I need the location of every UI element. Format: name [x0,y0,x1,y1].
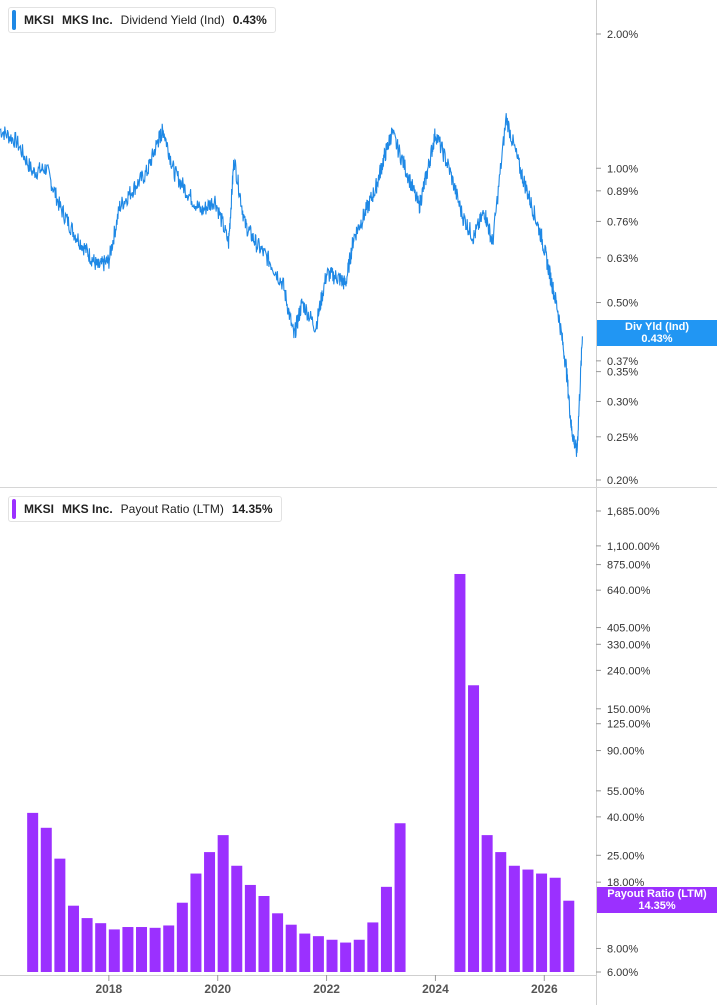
y-tick-label: 1,100.00% [607,541,660,553]
legend-company: MKS Inc. [62,502,113,516]
y-tick-label: 0.25% [607,432,638,444]
badge-label: Payout Ratio (LTM) [607,888,707,900]
payout-ratio-bar [163,925,175,972]
payout-ratio-bar [176,902,188,972]
payout-ratio-bar [258,895,270,972]
payout-ratio-bar [190,873,202,972]
y-tick-label: 1,685.00% [607,506,660,518]
y-tick-label: 40.00% [607,812,645,824]
y-tick-label: 875.00% [607,560,651,572]
y-tick-label: 0.37% [607,356,638,368]
top-legend[interactable]: MKSI MKS Inc. Dividend Yield (Ind) 0.43% [8,7,276,33]
payout-ratio-bar [340,942,352,972]
payout-ratio-bar [508,865,520,972]
x-tick-label: 2022 [313,982,340,996]
y-tick-label: 0.30% [607,396,638,408]
payout-ratio-series [27,573,575,972]
x-tick-label: 2026 [531,982,558,996]
series-color-swatch [12,499,16,519]
payout-ratio-bar [217,835,229,972]
payout-ratio-bar [244,884,256,972]
legend-metric: Dividend Yield (Ind) [120,13,225,27]
y-tick-label: 0.63% [607,253,638,265]
payout-ratio-bar [108,929,120,972]
payout-ratio-bar [272,913,284,972]
current-value-badge: Payout Ratio (LTM) 14.35% [597,887,717,913]
payout-ratio-bar [536,873,548,972]
payout-ratio-bar [454,573,466,972]
payout-ratio-bar [81,918,93,972]
payout-ratio-bar [54,858,66,972]
payout-ratio-bar [312,936,324,972]
payout-ratio-bar [67,905,79,972]
y-tick-label: 0.76% [607,216,638,228]
payout-ratio-bar [95,923,107,972]
y-tick-label: 2.00% [607,29,638,41]
legend-ticker: MKSI [24,13,54,27]
payout-ratio-bar [136,927,148,972]
current-value-badge: Div Yld (Ind) 0.43% [597,320,717,346]
x-tick-label: 2024 [422,982,449,996]
y-tick-label: 25.00% [607,850,645,862]
legend-value: 14.35% [231,502,273,516]
dividend-yield-series [0,113,583,457]
payout-ratio-bar [204,852,216,972]
badge-label: Div Yld (Ind) [625,321,689,333]
payout-ratio-bar [380,886,392,972]
y-tick-label: 90.00% [607,746,645,758]
legend-metric: Payout Ratio (LTM) [120,502,224,516]
x-axis: 2018 2020 2022 2024 2026 [96,975,558,996]
payout-ratio-bar [549,877,561,972]
x-tick-label: 2020 [204,982,231,996]
y-tick-label: 0.20% [607,475,638,487]
x-tick-label: 2018 [96,982,123,996]
y-tick-label: 55.00% [607,786,645,798]
payout-ratio-bar [27,812,39,972]
bottom-legend[interactable]: MKSI MKS Inc. Payout Ratio (LTM) 14.35% [8,496,282,522]
bottom-y-axis: 1,685.00% 1,100.00% 875.00% 640.00% 405.00% 3… [596,506,660,979]
legend-company: MKS Inc. [62,13,113,27]
payout-ratio-bar [394,823,406,972]
series-color-swatch [12,10,16,30]
payout-ratio-bar [122,927,134,972]
payout-ratio-bar [299,933,311,972]
payout-ratio-bar [495,852,507,972]
y-tick-label: 0.50% [607,298,638,310]
y-tick-label: 0.35% [607,367,638,379]
top-y-axis: 2.00% 1.00% 0.89% 0.76% 0.63% 0.50% 0.37%0.35%… [596,29,638,487]
badge-value: 14.35% [638,900,676,912]
payout-ratio-bar [231,865,243,972]
y-tick-label: 1.00% [607,163,638,175]
y-tick-label: 0.89% [607,186,638,198]
payout-ratio-bar [367,922,379,972]
payout-ratio-bar [40,827,52,972]
payout-ratio-bar [353,939,365,972]
y-tick-label: 240.00% [607,665,651,677]
payout-ratio-bar [285,924,297,972]
legend-ticker: MKSI [24,502,54,516]
y-tick-label: 125.00% [607,719,651,731]
y-tick-label: 8.00% [607,943,638,955]
y-tick-label: 18.00% [607,877,645,889]
y-tick-label: 405.00% [607,623,651,635]
y-tick-label: 6.00% [607,967,638,979]
payout-ratio-bar [326,939,338,972]
badge-value: 0.43% [641,333,673,345]
legend-value: 0.43% [232,13,267,27]
payout-ratio-bar [468,685,480,972]
payout-ratio-bar [481,835,493,972]
y-tick-label: 640.00% [607,585,651,597]
payout-ratio-bar [149,927,161,972]
payout-ratio-bar [522,869,534,972]
payout-ratio-bar [563,900,575,972]
dividend-yield-line [0,113,583,457]
y-tick-label: 330.00% [607,639,651,651]
y-tick-label: 150.00% [607,704,651,716]
